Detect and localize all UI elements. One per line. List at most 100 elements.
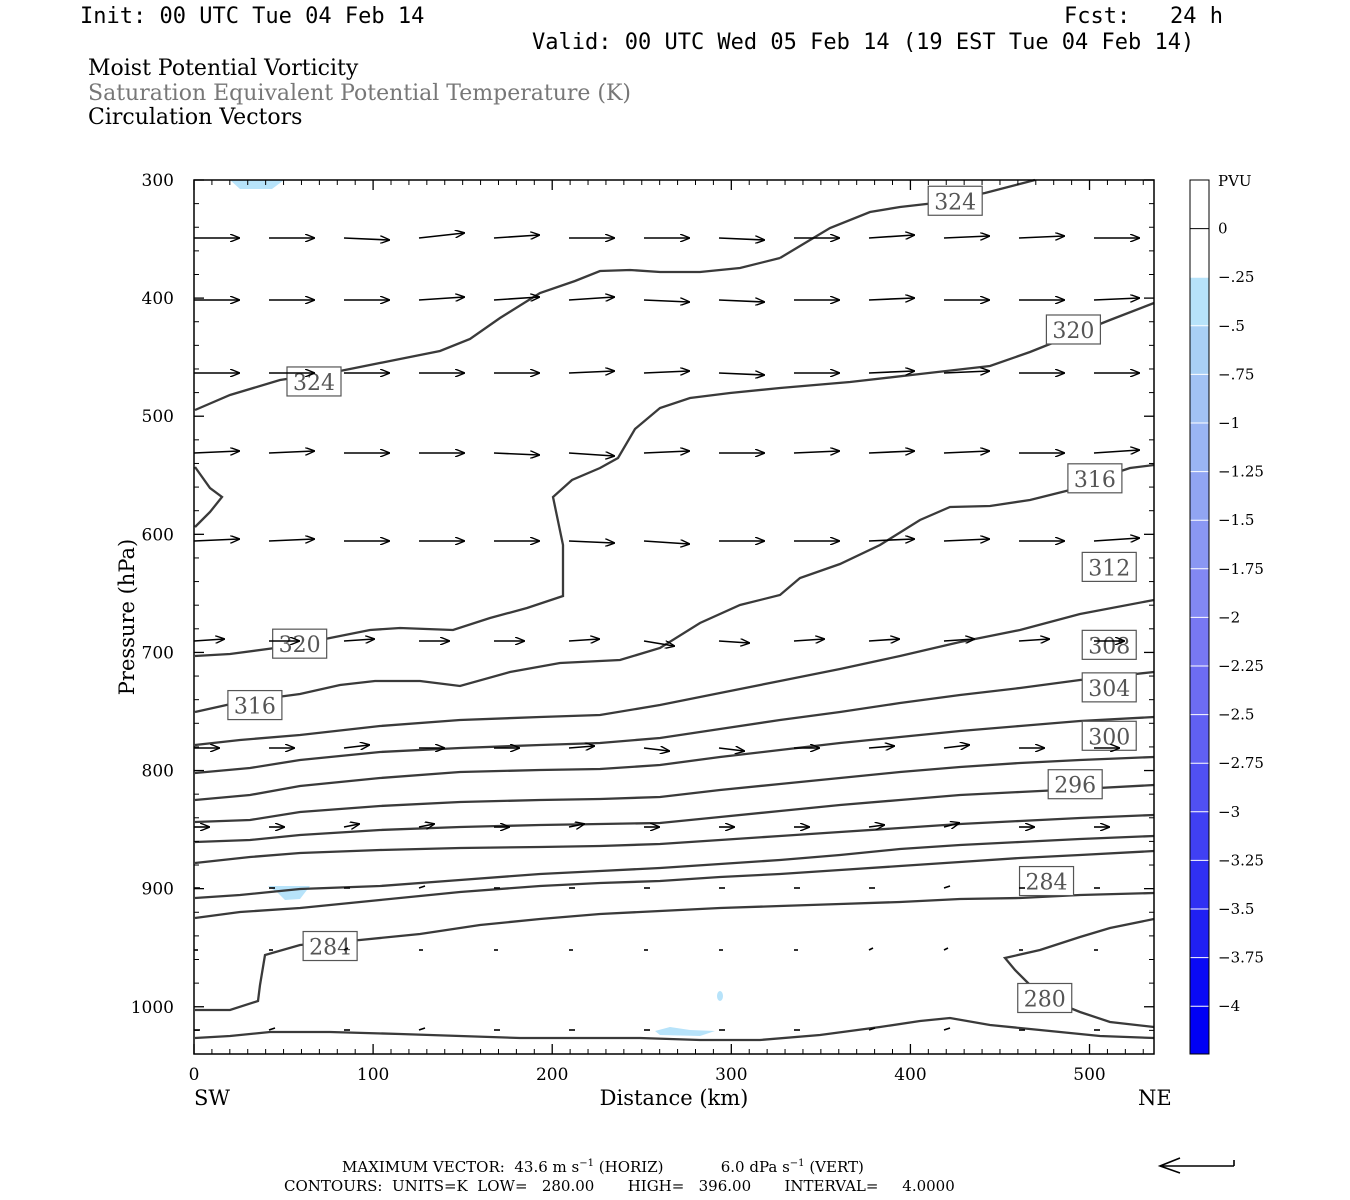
x-tick-label: 300: [715, 1065, 747, 1085]
vector-arrow: [268, 1027, 276, 1031]
colorbar-label: −1.25: [1218, 463, 1264, 481]
colorbar-label: −3.5: [1218, 900, 1254, 918]
colorbar-label: −2.25: [1218, 657, 1264, 675]
vector-arrow: [1093, 450, 1139, 453]
pv-patch-dot: [717, 991, 723, 1001]
contour-label: 324: [927, 185, 983, 216]
contour-label-text: 312: [1088, 556, 1130, 581]
colorbar-swatch: [1190, 180, 1209, 229]
colorbar-label: −4: [1218, 997, 1240, 1015]
x-end-label-ne: NE: [1138, 1086, 1172, 1110]
vector-arrow: [868, 451, 914, 453]
contour-label: 304: [1081, 672, 1137, 703]
colorbar-swatch: [1190, 763, 1209, 812]
contour-label-text: 284: [1026, 871, 1068, 896]
contour-296: [194, 783, 1155, 844]
colorbar-swatch: [1190, 860, 1209, 909]
contour-label: 284: [302, 930, 358, 962]
contour-label: 320: [1045, 314, 1102, 345]
colorbar-swatch: [1190, 909, 1209, 958]
colorbar-label: −1: [1218, 414, 1240, 432]
vector-arrow: [868, 298, 914, 300]
vector-arrow: [568, 453, 614, 456]
y-tick-label: 400: [142, 289, 174, 309]
colorbar-label: −3: [1218, 803, 1240, 821]
vector-arrow: [868, 639, 899, 641]
vector-arrow: [868, 371, 914, 373]
contour-label-text: 324: [934, 190, 976, 215]
vector-arrow: [718, 300, 764, 302]
vector-arrow: [718, 373, 764, 375]
colorbar-swatch: [1190, 811, 1209, 861]
contour-304: [194, 715, 1155, 802]
vector-arrow: [943, 823, 959, 827]
colorbar-frame: [1189, 179, 1210, 1055]
vector-arrow: [493, 235, 539, 238]
vector-arrow: [943, 236, 989, 238]
vector-arrow: [568, 371, 614, 373]
contour-info: CONTOURS: UNITS=K LOW= 280.00 HIGH= 396.…: [284, 1177, 955, 1195]
vector-arrow: [943, 451, 989, 453]
vector-arrow: [1093, 538, 1139, 541]
vector-arrow: [643, 371, 689, 373]
vector-arrow: [418, 297, 464, 300]
vector-arrow: [868, 539, 914, 541]
plot-frame: [193, 179, 1155, 1055]
colorbar-swatch: [1190, 957, 1209, 1007]
field-title-vectors: Circulation Vectors: [88, 105, 303, 130]
vector-arrow: [343, 238, 389, 240]
vector-arrow: [568, 541, 614, 543]
colorbar-label: −1.75: [1218, 560, 1264, 578]
colorbar-label: −.25: [1218, 268, 1254, 286]
vector-arrow: [418, 885, 426, 889]
y-tick-label: 500: [142, 407, 174, 427]
vector-arrow: [943, 947, 949, 951]
vector-arrow: [343, 947, 349, 951]
vector-arrow: [868, 235, 914, 238]
vector-arrow: [268, 539, 314, 541]
colorbar-label: −3.25: [1218, 851, 1264, 869]
contour-label-text: 316: [1074, 468, 1116, 493]
vector-arrow: [718, 641, 749, 643]
contour-label: 296: [1047, 769, 1103, 800]
contour-labels: 324 324 320 320 316 316 312 308 304 300 296 284 284 2…: [227, 185, 1137, 1014]
vector-arrow: [418, 824, 434, 827]
y-tick-label: 800: [142, 762, 174, 782]
valid-time: Valid: 00 UTC Wed 05 Feb 14 (19 EST Tue …: [532, 30, 1195, 55]
vector-arrow: [193, 639, 224, 641]
reference-vector-icon: [1157, 1157, 1235, 1174]
contour-label-text: 304: [1088, 677, 1130, 702]
vector-arrow: [343, 824, 359, 827]
colorbar-label: −.75: [1218, 365, 1254, 383]
contour-300: [194, 755, 1155, 824]
contour-324-lower: [194, 256, 781, 412]
colorbar-label: −.5: [1218, 317, 1245, 335]
contour-320-left: [194, 466, 224, 528]
vector-arrow: [1018, 236, 1064, 238]
colorbar-swatch: [1190, 1006, 1209, 1054]
vector-arrow: [343, 639, 374, 641]
pv-patch-surface: [655, 1027, 715, 1036]
vector-arrow: [793, 451, 839, 453]
colorbar-swatch: [1190, 617, 1209, 666]
contour-label: 316: [227, 689, 283, 721]
vector-arrow: [493, 297, 539, 300]
forecast-hour: Fcst: 24 h: [1064, 4, 1223, 29]
colorbar-label: 0: [1218, 220, 1228, 238]
vector-arrow: [643, 300, 689, 302]
contour-label: 320: [272, 628, 328, 659]
y-tick-label: 700: [142, 643, 174, 663]
colorbar: 0 −.25 −.5 −.75 −1 −1.25 −1.5 −1.75 −2 −2.25 −2.5 −…: [1189, 179, 1264, 1055]
max-horiz-unit: (HORIZ): [598, 1158, 664, 1176]
pv-patch-top: [230, 180, 284, 189]
field-title-theta-es: Saturation Equivalent Potential Temperat…: [88, 81, 631, 106]
circulation-vectors: [193, 233, 1139, 1031]
colorbar-swatch: [1190, 325, 1209, 375]
x-tick-label: 0: [189, 1065, 200, 1085]
y-tick-label: 300: [142, 171, 174, 191]
contour-label: 280: [1017, 982, 1073, 1014]
contour-label-text: 320: [1052, 319, 1094, 344]
contour-label: 324: [286, 366, 342, 397]
vector-arrow: [493, 453, 539, 455]
